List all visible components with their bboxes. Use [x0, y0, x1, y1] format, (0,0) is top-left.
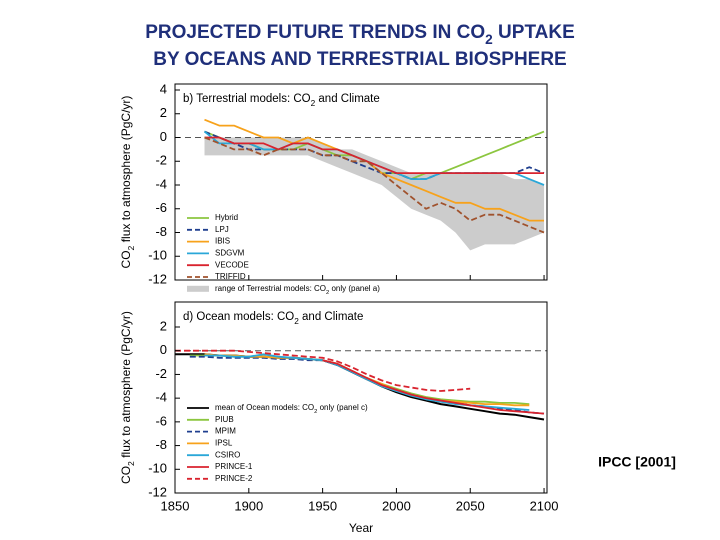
subscript: 2 — [311, 99, 316, 108]
y-tick-label: 0 — [160, 129, 167, 144]
subscript: 2 — [126, 245, 136, 250]
y-tick-label: -10 — [148, 248, 167, 263]
source-annotation: IPCC [2001] — [598, 454, 676, 470]
y-tick-label: -10 — [148, 461, 167, 476]
series-line — [175, 349, 471, 392]
legend-label: TRIFFID — [215, 272, 246, 281]
subscript: 2 — [326, 289, 329, 295]
y-tick-label: -4 — [155, 176, 167, 191]
y-tick-label: 4 — [160, 81, 167, 96]
series-line — [189, 354, 530, 405]
text-part: CO — [119, 466, 133, 484]
text-part: CO — [119, 250, 133, 268]
text-part: UPTAKE — [493, 22, 575, 43]
text-part: PROJECTED FUTURE TRENDS IN CO — [145, 22, 485, 43]
text-part: d) Ocean models: CO — [183, 311, 294, 323]
y-axis-label: CO2 flux to atmosphere (PgC/yr) — [119, 311, 136, 484]
series-line — [204, 136, 545, 234]
x-axis-label: Year — [349, 521, 373, 535]
legend-label: PRINCE-1 — [215, 462, 253, 471]
subscript: 2 — [294, 317, 299, 326]
y-tick-label: -4 — [155, 390, 167, 405]
y-tick-label: -8 — [155, 224, 167, 239]
range-band — [204, 137, 545, 251]
plot-frame — [174, 83, 548, 281]
text-part: and Climate — [315, 93, 380, 105]
y-tick-label: 2 — [160, 105, 167, 120]
text-part: b) Terrestrial models: CO — [183, 93, 311, 105]
series-line — [204, 118, 544, 222]
y-tick-label: -2 — [155, 366, 167, 381]
legend-swatch — [187, 285, 209, 292]
slide-title-line: BY OCEANS AND TERRESTRIAL BIOSPHERE — [153, 49, 566, 70]
legend-label: Hybrid — [215, 213, 238, 222]
text-part: flux to atmosphere (PgC/yr) — [119, 96, 133, 246]
legend-label: PRINCE-2 — [215, 474, 253, 483]
y-tick-label: 2 — [160, 318, 167, 333]
legend-label: MPIM — [215, 427, 236, 436]
text-part: only (panel a) — [329, 284, 380, 293]
x-tick-label: 2100 — [530, 498, 559, 513]
x-tick-label: 1950 — [308, 498, 337, 513]
y-tick-label: -12 — [148, 484, 167, 499]
legend-label: CSIRO — [215, 450, 240, 459]
x-tick-label: 1900 — [234, 498, 263, 513]
text-part: range of Terrestrial models: CO — [215, 284, 326, 293]
y-tick-label: -8 — [155, 437, 167, 452]
panel-title: b) Terrestrial models: CO2 and Climate — [183, 93, 380, 108]
subscript: 2 — [126, 461, 136, 466]
panel-title: d) Ocean models: CO2 and Climate — [183, 311, 363, 326]
series-line — [322, 359, 545, 415]
subscript: 2 — [485, 32, 493, 47]
legend-label: IPSL — [215, 439, 233, 448]
legend-label: PIUB — [215, 415, 234, 424]
y-tick-label: -6 — [155, 200, 167, 215]
legend-label: range of Terrestrial models: CO2 only (p… — [215, 284, 380, 295]
y-tick-label: -6 — [155, 413, 167, 428]
text-part: only (panel c) — [317, 403, 368, 412]
plot-frame — [174, 301, 548, 494]
text-part: and Climate — [299, 311, 364, 323]
y-tick-label: -12 — [148, 271, 167, 286]
text-part: flux to atmosphere (PgC/yr) — [119, 311, 133, 461]
series-line — [204, 136, 544, 174]
legend-label: SDGVM — [215, 249, 245, 258]
slide-title-line: PROJECTED FUTURE TRENDS IN CO2 UPTAKE — [145, 22, 575, 47]
legend-label: IBIS — [215, 237, 230, 246]
y-tick-label: -2 — [155, 153, 167, 168]
text-part: BY OCEANS AND TERRESTRIAL BIOSPHERE — [153, 49, 566, 70]
legend-label: LPJ — [215, 225, 229, 234]
subscript: 2 — [314, 409, 317, 415]
x-tick-label: 2050 — [456, 498, 485, 513]
text-part: mean of Ocean models: CO — [215, 403, 314, 412]
x-tick-label: 2000 — [382, 498, 411, 513]
y-tick-label: 0 — [160, 342, 167, 357]
legend-label: VECODE — [215, 260, 249, 269]
x-tick-label: 1850 — [161, 498, 190, 513]
y-axis-label: CO2 flux to atmosphere (PgC/yr) — [119, 96, 136, 269]
legend-label: mean of Ocean models: CO2 only (panel c) — [215, 403, 368, 414]
